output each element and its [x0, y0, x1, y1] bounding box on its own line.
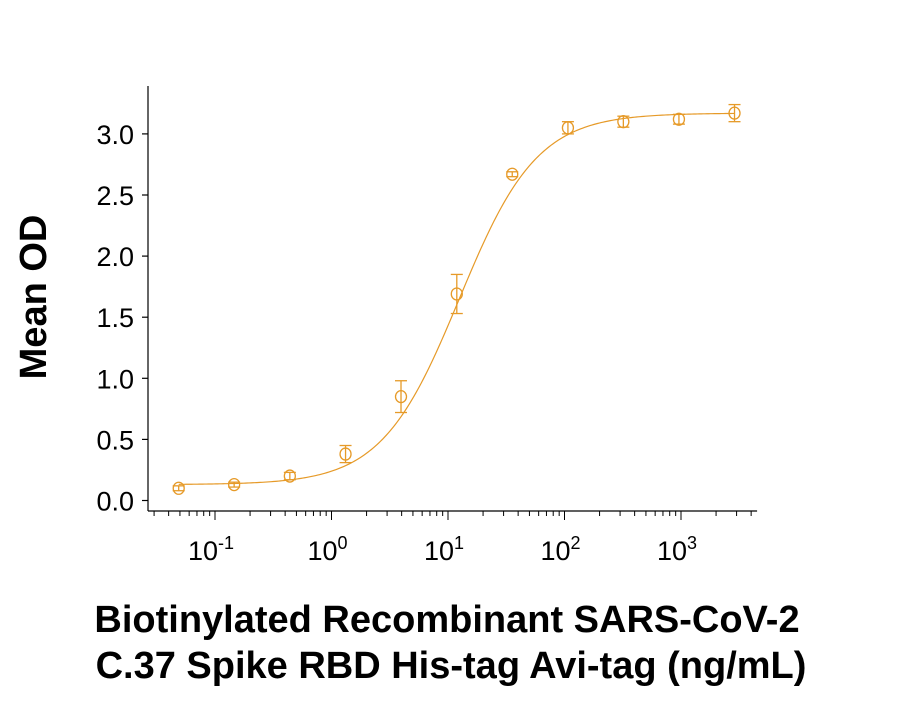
- point-marker: [672, 112, 686, 126]
- point-marker: [561, 121, 575, 135]
- data-point: [728, 103, 741, 123]
- y-tick-label: 3.0: [96, 120, 134, 150]
- y-tick-label: 1.0: [96, 364, 134, 394]
- data-point: [561, 121, 575, 135]
- point-marker: [283, 469, 296, 483]
- point-marker: [394, 389, 408, 404]
- point-marker: [450, 287, 463, 301]
- point-marker: [172, 481, 185, 495]
- x-axis-label-line-1: Biotinylated Recombinant SARS-CoV-2: [94, 599, 799, 641]
- point-marker: [227, 477, 241, 492]
- x-tick-label: 100: [307, 533, 347, 566]
- data-point: [617, 115, 630, 129]
- y-tick-label: 0.5: [96, 425, 134, 455]
- x-tick-label: 101: [424, 533, 464, 566]
- y-tick-label: 1.5: [96, 303, 134, 333]
- x-tick-label: 10-1: [188, 533, 234, 566]
- point-marker: [617, 115, 630, 129]
- y-tick-label: 0.0: [96, 487, 134, 517]
- point-marker: [728, 106, 741, 120]
- point-marker: [339, 447, 352, 461]
- x-axis-label-line-2: C.37 Spike RBD His-tag Avi-tag (ng/mL): [96, 645, 807, 687]
- data-point: [394, 380, 408, 414]
- data-point: [672, 112, 686, 126]
- data-point: [172, 481, 185, 495]
- x-tick-label: 103: [657, 533, 697, 566]
- data-point: [506, 167, 519, 181]
- data-point: [339, 444, 352, 464]
- y-axis-label: Mean OD: [13, 215, 55, 380]
- x-tick-label: 102: [540, 533, 580, 566]
- y-tick-label: 2.0: [96, 242, 134, 272]
- data-point: [283, 469, 296, 483]
- y-tick-label: 2.5: [96, 181, 134, 211]
- point-marker: [506, 167, 519, 181]
- data-point: [227, 477, 241, 492]
- data-point: [450, 273, 463, 315]
